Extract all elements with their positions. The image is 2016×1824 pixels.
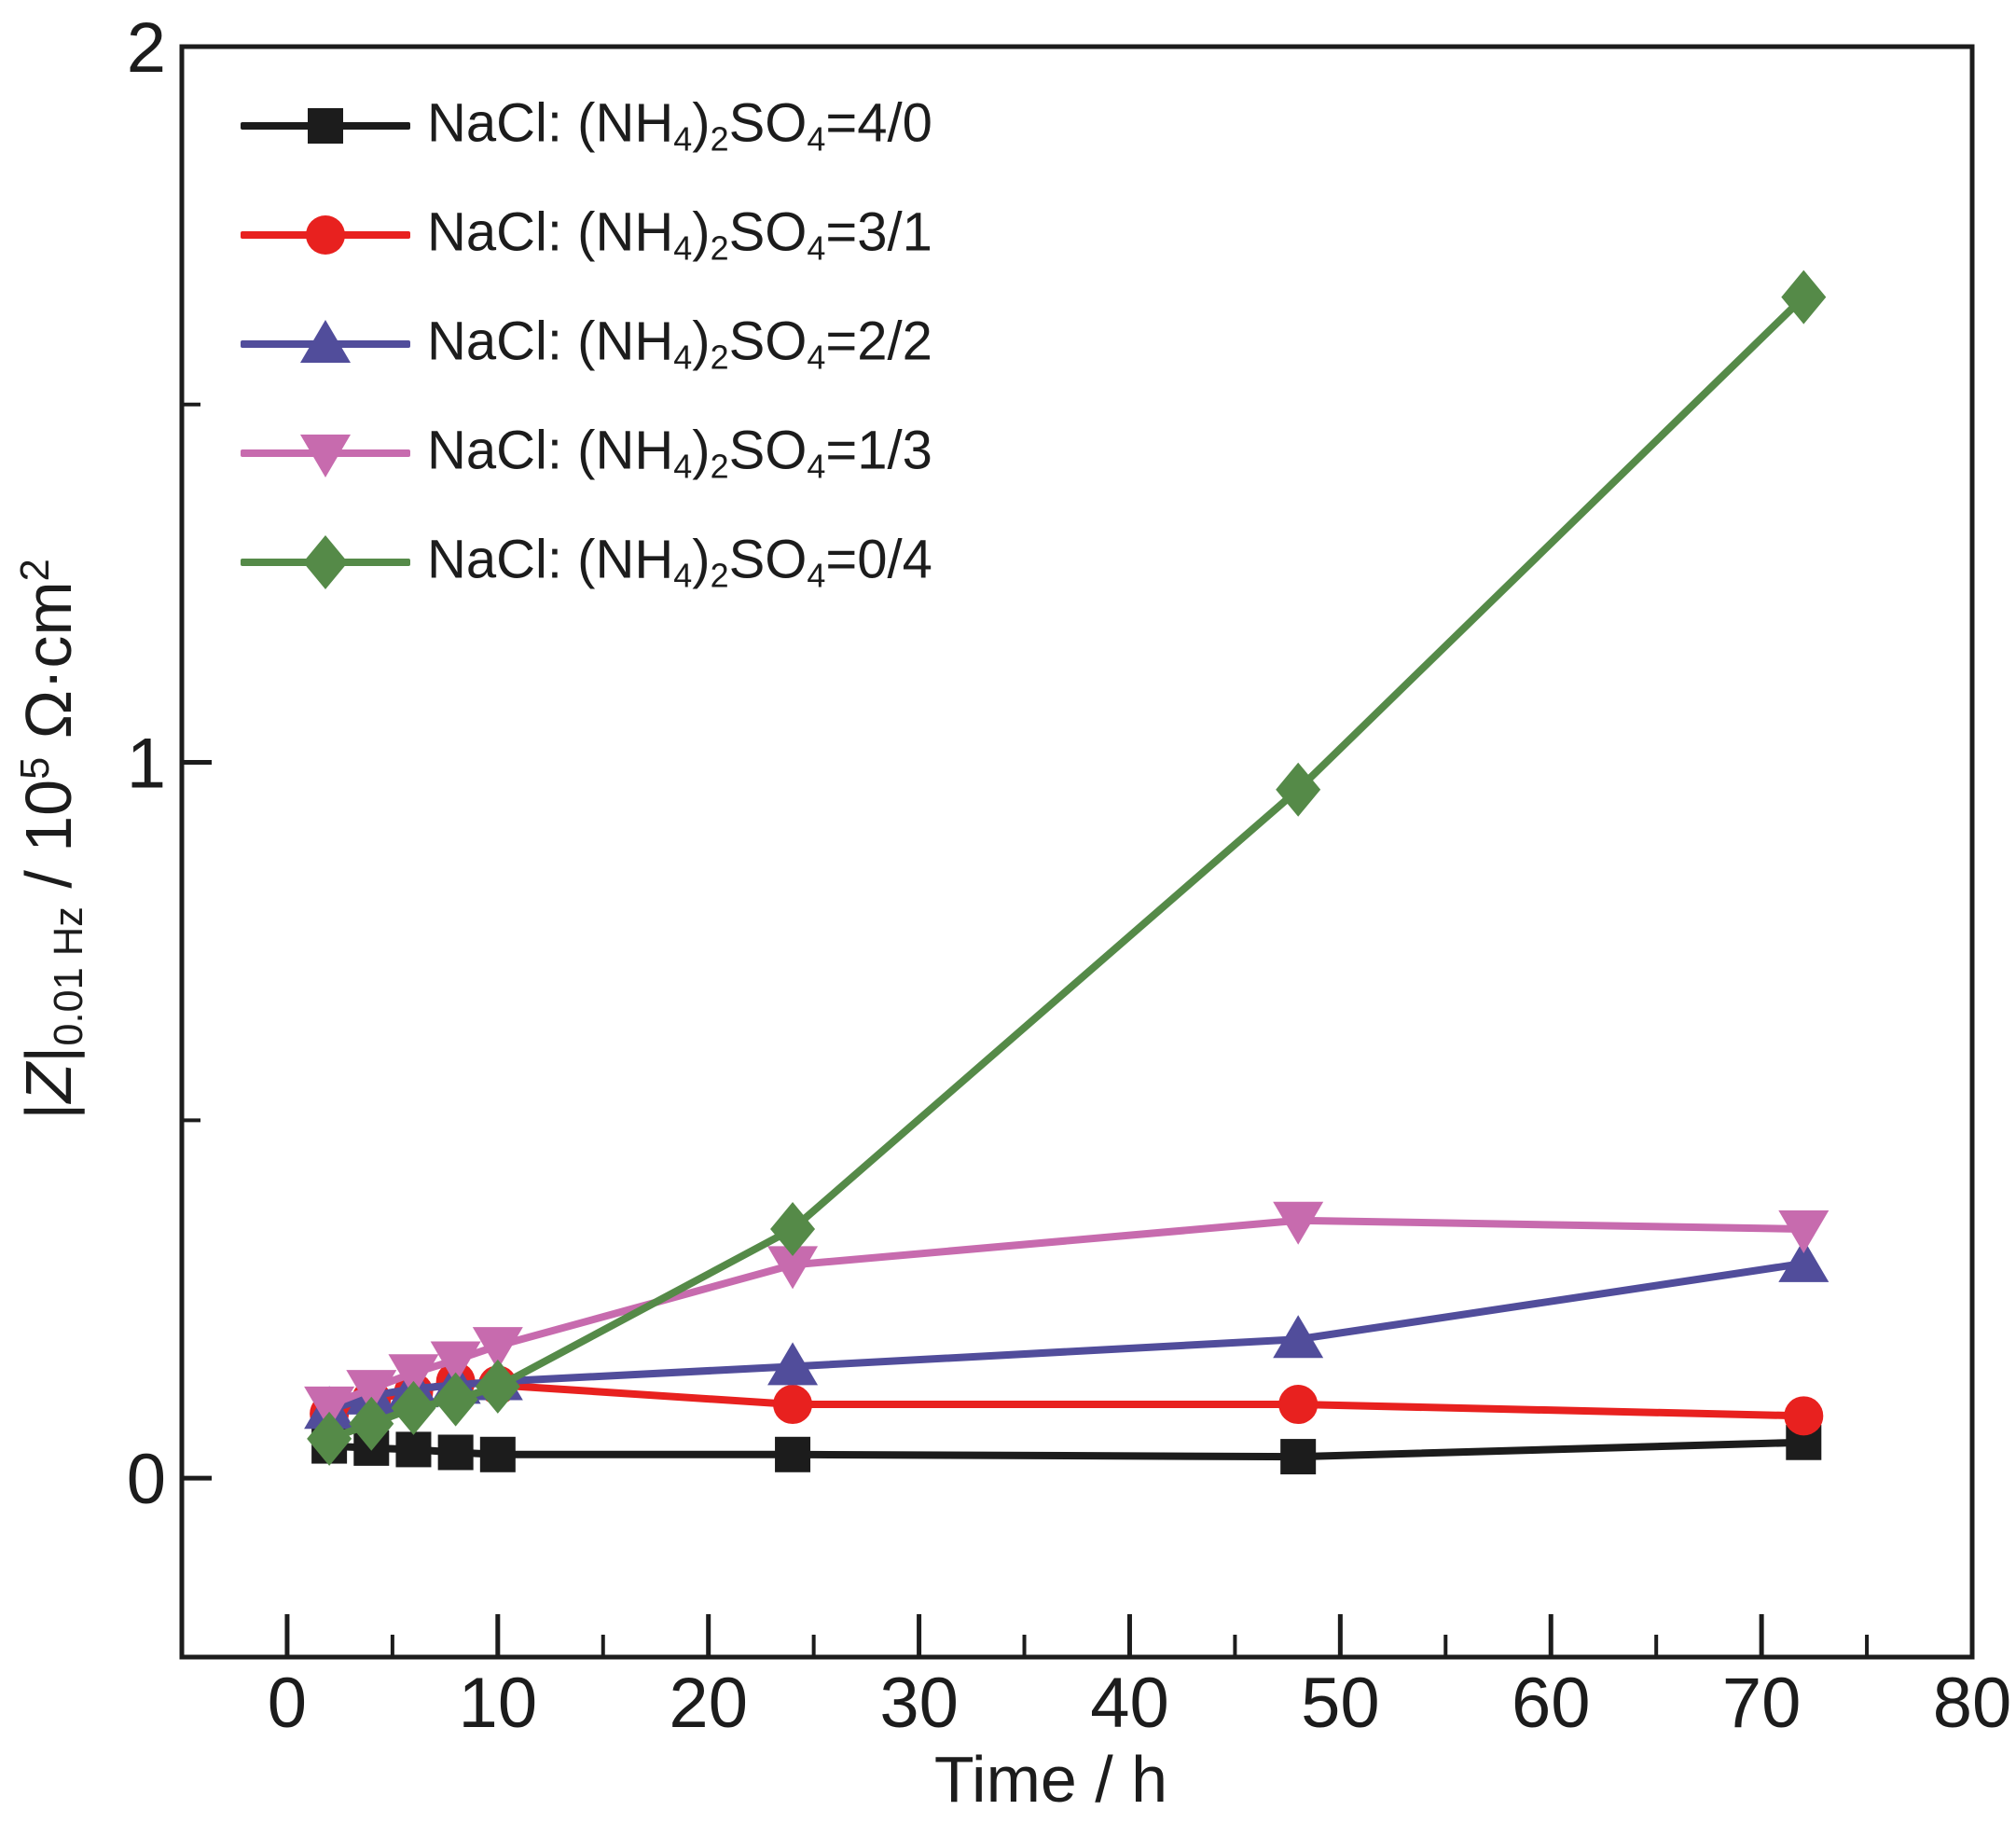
series-2 xyxy=(310,1361,1824,1436)
square-marker-icon xyxy=(1280,1439,1317,1475)
x-tick-label: 0 xyxy=(268,1664,307,1743)
y-tick-label: 2 xyxy=(127,8,166,88)
x-tick-label: 60 xyxy=(1512,1664,1591,1743)
label-segment: 0.01 Hz xyxy=(47,906,92,1046)
triangle-up-marker-icon xyxy=(1273,1315,1324,1359)
triangle-down-marker-icon xyxy=(472,1327,523,1371)
series-line xyxy=(328,1438,1804,1461)
triangle-down-marker-icon xyxy=(767,1246,819,1290)
triangle-down-marker-icon xyxy=(1273,1201,1324,1245)
circle-marker-icon xyxy=(1784,1396,1824,1436)
triangle-up-marker-icon xyxy=(767,1342,819,1386)
x-tick-label: 50 xyxy=(1301,1664,1380,1743)
series-5 xyxy=(307,269,1827,1466)
series-line xyxy=(327,294,1807,1443)
series-1 xyxy=(311,1424,1822,1475)
y-axis-label: |Z|0.01 Hz / 105 Ω·cm2 xyxy=(12,559,91,1120)
label-segment: | xyxy=(12,1102,85,1120)
series-4 xyxy=(304,1201,1830,1430)
x-tick-label: 80 xyxy=(1933,1664,2012,1743)
diamond-marker-icon xyxy=(1781,269,1827,325)
label-segment: | xyxy=(12,1045,85,1063)
x-tick-label: 30 xyxy=(879,1664,959,1743)
diamond-marker-icon xyxy=(770,1202,816,1257)
label-segment: Z xyxy=(12,1062,85,1103)
label-segment: 2 xyxy=(13,559,59,582)
x-tick-label: 40 xyxy=(1090,1664,1169,1743)
series-line xyxy=(327,1377,1804,1420)
label-segment: 5 xyxy=(13,756,59,780)
triangle-down-marker-icon xyxy=(304,1386,355,1430)
diamond-marker-icon xyxy=(1276,762,1321,817)
diamond-marker-icon xyxy=(349,1396,394,1451)
triangle-down-marker-icon xyxy=(430,1341,481,1385)
x-tick-label: 20 xyxy=(669,1664,748,1743)
x-tick-label: 10 xyxy=(459,1664,538,1743)
diamond-marker-icon xyxy=(307,1411,352,1466)
x-tick-label: 70 xyxy=(1722,1664,1802,1743)
circle-marker-icon xyxy=(773,1385,813,1425)
diamond-marker-icon xyxy=(475,1359,520,1414)
y-tick-label: 1 xyxy=(127,725,166,804)
square-marker-icon xyxy=(775,1436,811,1472)
square-marker-icon xyxy=(437,1434,474,1471)
square-marker-icon xyxy=(479,1436,516,1472)
y-tick-label: 0 xyxy=(127,1440,166,1519)
plot-border xyxy=(179,44,1975,1660)
diamond-marker-icon xyxy=(391,1380,436,1435)
square-marker-icon xyxy=(395,1431,432,1468)
triangle-up-marker-icon xyxy=(1778,1238,1830,1282)
triangle-down-marker-icon xyxy=(388,1354,439,1398)
circle-marker-icon xyxy=(1278,1385,1319,1425)
diamond-marker-icon xyxy=(433,1372,478,1427)
label-segment: / 10 xyxy=(12,779,85,907)
x-axis-label: Time / h xyxy=(933,1743,1168,1816)
triangle-down-marker-icon xyxy=(346,1370,397,1414)
triangle-down-marker-icon xyxy=(1778,1210,1830,1254)
label-segment: Ω·cm xyxy=(12,581,85,757)
